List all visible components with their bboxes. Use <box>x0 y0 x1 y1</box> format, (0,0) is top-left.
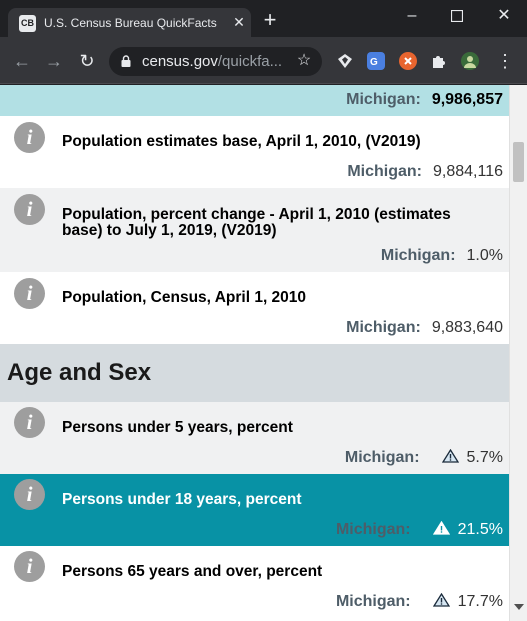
value-line: Michigan: 21.5% <box>336 520 503 540</box>
table-row[interactable]: i Persons under 5 years, percent Michiga… <box>0 402 509 474</box>
state-label: Michigan: <box>347 163 422 180</box>
profile-avatar-icon[interactable] <box>461 52 479 70</box>
section-header[interactable]: Age and Sex <box>0 344 509 402</box>
close-window-icon[interactable]: ✕ <box>497 7 511 24</box>
value-line: Michigan: 5.7% <box>345 448 503 468</box>
menu-kebab-icon[interactable]: ⋮ <box>496 51 514 71</box>
value-text: 5.7% <box>466 449 503 466</box>
table-row[interactable]: i Population estimates base, April 1, 20… <box>0 116 509 188</box>
value-text: 21.5% <box>457 521 503 538</box>
tab-strip: CB U.S. Census Bureau QuickFacts ✕ + – ✕ <box>0 0 527 37</box>
table-row[interactable]: i Persons 65 years and over, percent Mic… <box>0 546 509 621</box>
state-label: Michigan: <box>346 319 421 336</box>
url-text: census.gov/quickfa... <box>142 53 292 71</box>
info-icon[interactable]: i <box>14 407 45 438</box>
state-label: Michigan: <box>346 91 421 108</box>
translate-extension-icon[interactable]: G <box>367 52 385 70</box>
row-label: Persons under 18 years, percent <box>62 491 302 508</box>
warning-triangle-icon[interactable] <box>432 521 450 535</box>
value-line: Michigan: 1.0% <box>381 246 503 266</box>
lock-icon <box>121 55 131 67</box>
table-row[interactable]: i Population, percent change - April 1, … <box>0 188 509 272</box>
row-label: Population estimates base, April 1, 2010… <box>62 133 421 150</box>
value-text: 9,986,857 <box>431 91 503 108</box>
value-line: Michigan: 17.7% <box>336 592 503 612</box>
row-label: Persons 65 years and over, percent <box>62 563 323 580</box>
vertical-scrollbar[interactable] <box>509 85 527 621</box>
url-host: census.gov <box>142 53 218 70</box>
close-tab-icon[interactable]: ✕ <box>233 14 245 30</box>
reload-icon[interactable]: ↻ <box>79 51 95 71</box>
url-path: /quickfa... <box>217 53 283 70</box>
bookmark-star-icon[interactable]: ☆ <box>296 52 312 69</box>
svg-text:G: G <box>370 57 378 68</box>
info-icon[interactable]: i <box>14 551 45 582</box>
warning-triangle-icon[interactable] <box>432 593 450 607</box>
row-label: Population, Census, April 1, 2010 <box>62 289 307 306</box>
value-text: 17.7% <box>457 593 503 610</box>
table-row[interactable]: i Population, Census, April 1, 2010 Mich… <box>0 272 509 344</box>
state-label: Michigan: <box>335 593 411 610</box>
scroll-down-arrow-icon[interactable] <box>514 604 524 610</box>
table-row-highlighted[interactable]: i Persons under 18 years, percent Michig… <box>0 474 509 546</box>
value-text: 9,884,116 <box>433 163 503 180</box>
value-text: 1.0% <box>466 247 503 264</box>
maximize-icon[interactable] <box>442 5 472 27</box>
browser-toolbar: ← → ↻ census.gov/quickfa... ☆ G ⋮ <box>0 37 527 84</box>
back-icon[interactable]: ← <box>13 51 31 71</box>
state-label: Michigan: <box>380 247 456 264</box>
info-icon[interactable]: i <box>14 194 45 225</box>
info-icon[interactable]: i <box>14 122 45 153</box>
minimize-icon[interactable]: – <box>407 7 417 24</box>
table-row: Michigan: 9,986,857 <box>0 85 509 116</box>
census-favicon-icon: CB <box>19 15 36 32</box>
value-line: Michigan: 9,883,640 <box>346 318 503 338</box>
forward-icon[interactable]: → <box>45 51 63 71</box>
info-icon[interactable]: i <box>14 278 45 309</box>
section-title: Age and Sex <box>7 359 152 386</box>
new-tab-icon[interactable]: + <box>263 7 277 32</box>
extension-diamond-icon[interactable] <box>336 52 354 70</box>
value-line: Michigan: 9,884,116 <box>347 162 503 182</box>
value-text: 9,883,640 <box>431 319 503 336</box>
info-icon[interactable]: i <box>14 479 45 510</box>
address-bar[interactable]: census.gov/quickfa... ☆ <box>109 47 322 76</box>
value-line: Michigan: 9,986,857 <box>346 90 503 110</box>
tab-title: U.S. Census Bureau QuickFacts <box>44 16 217 30</box>
state-label: Michigan: <box>344 449 420 466</box>
row-label: Persons under 5 years, percent <box>62 419 293 436</box>
state-label: Michigan: <box>335 521 411 538</box>
warning-triangle-icon[interactable] <box>441 449 459 463</box>
scrollbar-thumb[interactable] <box>513 142 524 182</box>
extension-orange-icon[interactable] <box>399 52 417 70</box>
quickfacts-table: Michigan: 9,986,857 i Population estimate… <box>0 85 509 621</box>
row-label: Population, percent change - April 1, 20… <box>62 206 451 239</box>
extensions-puzzle-icon[interactable] <box>430 52 448 70</box>
browser-tab[interactable]: CB U.S. Census Bureau QuickFacts ✕ <box>8 8 251 37</box>
